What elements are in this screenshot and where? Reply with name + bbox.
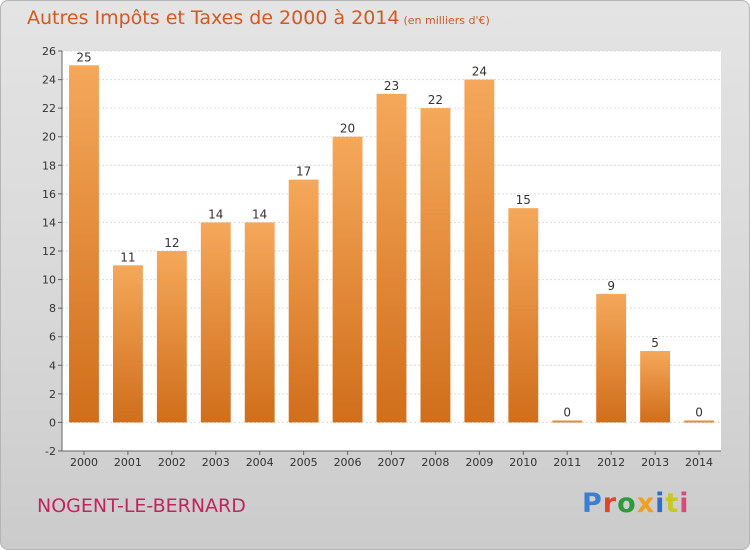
x-tick-label: 2001 xyxy=(114,456,142,469)
x-tick-label: 2011 xyxy=(553,456,581,469)
bar xyxy=(288,179,319,423)
bar-value-label: 14 xyxy=(208,207,223,221)
x-tick-label: 2010 xyxy=(509,456,537,469)
logo-letter: t xyxy=(665,488,680,519)
bar-value-label: 0 xyxy=(563,405,571,419)
bar xyxy=(156,251,187,423)
bar xyxy=(332,136,363,423)
logo-letter: x xyxy=(636,488,656,519)
logo-letter: o xyxy=(617,488,637,519)
y-tick-label: 12 xyxy=(42,245,56,258)
y-tick-label: 26 xyxy=(42,45,56,58)
proxiti-logo: Proxiti xyxy=(582,488,690,519)
bar-value-label: 12 xyxy=(164,236,179,250)
x-tick-label: 2005 xyxy=(290,456,318,469)
bar xyxy=(69,65,99,423)
bar-value-label: 5 xyxy=(651,336,659,350)
bar xyxy=(508,208,539,423)
y-tick-label: 14 xyxy=(42,216,56,229)
bar xyxy=(420,108,451,423)
y-tick-label: 4 xyxy=(49,359,56,372)
bar-value-label: 15 xyxy=(516,193,531,207)
place-name: NOGENT-LE-BERNARD xyxy=(37,495,246,517)
y-tick-label: 10 xyxy=(42,274,56,287)
x-tick-label: 2000 xyxy=(70,456,98,469)
x-tick-label: 2008 xyxy=(421,456,449,469)
bar-value-label: 11 xyxy=(120,250,135,264)
bar xyxy=(552,420,583,423)
y-tick-label: 6 xyxy=(49,331,56,344)
bar-value-label: 0 xyxy=(695,405,703,419)
value-labels: 25 11 12 14 14 17 20 23 22 24 15 0 9 5 0 xyxy=(76,50,703,419)
x-tick-label: 2009 xyxy=(465,456,493,469)
bar-value-label: 17 xyxy=(296,165,311,179)
bar-value-label: 22 xyxy=(428,93,443,107)
logo-letter: i xyxy=(679,488,690,519)
y-tick-label: 20 xyxy=(42,131,56,144)
x-tick-label: 2003 xyxy=(202,456,230,469)
y-tick-label: 0 xyxy=(49,416,56,429)
bar xyxy=(684,420,714,423)
bar xyxy=(464,79,495,423)
chart-title-text: Autres Impôts et Taxes de 2000 à 2014 xyxy=(27,7,400,29)
y-tick-label: 2 xyxy=(49,388,56,401)
chart-title: Autres Impôts et Taxes de 2000 à 2014 (en… xyxy=(27,7,490,29)
bar xyxy=(112,265,143,423)
x-tick-label: 2013 xyxy=(641,456,669,469)
bar-value-label: 25 xyxy=(76,50,91,64)
chart-subtitle: (en milliers d'€) xyxy=(403,14,490,27)
bar-value-label: 23 xyxy=(384,79,399,93)
y-tick-label: 24 xyxy=(42,74,56,87)
x-axis-ticks: 2000 2001 2002 2003 2004 2005 2006 2007 2008 2009… xyxy=(70,451,713,469)
bar-value-label: 14 xyxy=(252,207,267,221)
x-tick-label: 2007 xyxy=(378,456,406,469)
y-tick-label: 22 xyxy=(42,102,56,115)
bar xyxy=(640,351,671,423)
bar xyxy=(244,222,275,423)
y-tick-label: 8 xyxy=(49,302,56,315)
bar xyxy=(596,293,627,423)
bar-value-label: 24 xyxy=(472,65,487,79)
x-tick-label: 2006 xyxy=(334,456,362,469)
x-tick-label: 2002 xyxy=(158,456,186,469)
logo-letter: i xyxy=(655,488,666,519)
y-tick-label: -2 xyxy=(45,445,56,458)
bar xyxy=(376,93,407,423)
bar-value-label: 20 xyxy=(340,122,355,136)
x-tick-label: 2004 xyxy=(246,456,274,469)
logo-letter: r xyxy=(602,488,618,519)
bars xyxy=(69,65,714,423)
y-tick-label: 18 xyxy=(42,159,56,172)
logo-letter: P xyxy=(582,488,603,519)
bar-value-label: 9 xyxy=(607,279,615,293)
x-tick-label: 2014 xyxy=(685,456,713,469)
bar xyxy=(200,222,231,423)
x-tick-label: 2012 xyxy=(597,456,625,469)
y-tick-label: 16 xyxy=(42,188,56,201)
